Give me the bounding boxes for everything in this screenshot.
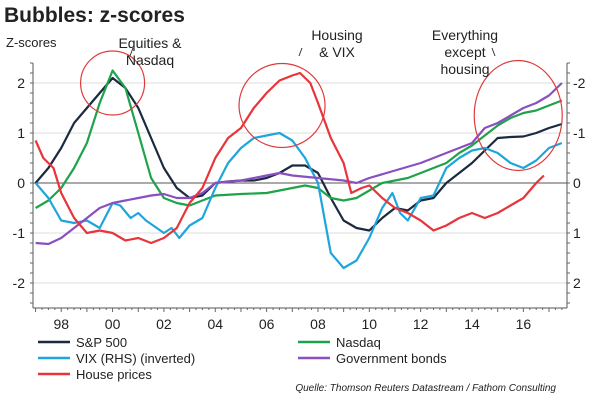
x-tick-label: 08: [310, 316, 326, 332]
x-tick-label: 12: [413, 316, 429, 332]
y-tick-label-left: -2: [13, 275, 26, 291]
series-line-house-prices: [34, 71, 545, 245]
x-tick-label: 04: [207, 316, 223, 332]
series-line-government-bonds: [35, 82, 563, 246]
y-tick-label-right: -2: [573, 75, 586, 91]
series-line-nasdaq: [35, 69, 563, 209]
x-tick-label: 06: [259, 316, 275, 332]
legend-label: Government bonds: [336, 351, 447, 366]
legend-label: House prices: [76, 367, 152, 382]
y-tick-label-left: 1: [17, 125, 25, 141]
annotation-text: housing: [440, 61, 489, 77]
series-line-vix-rhs-inverted-: [34, 131, 563, 270]
annotation-pointer: [129, 47, 134, 57]
x-tick-label: 02: [156, 316, 172, 332]
annotation-text: Housing: [311, 27, 362, 43]
y-tick-label-left: -1: [13, 225, 26, 241]
y-tick-label-left: 2: [17, 75, 25, 91]
annotation-text: Everything: [432, 27, 498, 43]
annotation-text: Nasdaq: [126, 52, 174, 68]
x-tick-label: 00: [105, 316, 121, 332]
x-tick-label: 14: [464, 316, 480, 332]
x-tick-label: 98: [53, 316, 69, 332]
y-tick-label-right: 0: [573, 175, 581, 191]
annotation-circle: [473, 59, 563, 172]
y-axis-label: Z-scores: [6, 35, 57, 50]
x-tick-label: 16: [516, 316, 532, 332]
annotation-circle: [238, 62, 326, 149]
y-tick-label-right: -1: [573, 125, 586, 141]
series-line-s-p-500: [34, 76, 563, 232]
annotation-pointer: [491, 47, 496, 57]
legend-label: S&P 500: [76, 335, 127, 350]
chart-title: Bubbles: z-scores: [4, 4, 185, 27]
annotation-circle: [79, 50, 146, 116]
annotation-text: except: [444, 44, 485, 60]
annotation-text: Equities &: [118, 35, 182, 51]
annotation-text: & VIX: [319, 44, 355, 60]
legend-label: Nasdaq: [336, 335, 381, 350]
annotation-pointer: [298, 47, 303, 57]
y-tick-label-right: 2: [573, 275, 581, 291]
legend-label: VIX (RHS) (inverted): [76, 351, 195, 366]
x-tick-label: 10: [362, 316, 378, 332]
y-tick-label-right: 1: [573, 225, 581, 241]
source-note: Quelle: Thomson Reuters Datastream / Fat…: [295, 383, 556, 394]
y-tick-label-left: 0: [17, 175, 25, 191]
